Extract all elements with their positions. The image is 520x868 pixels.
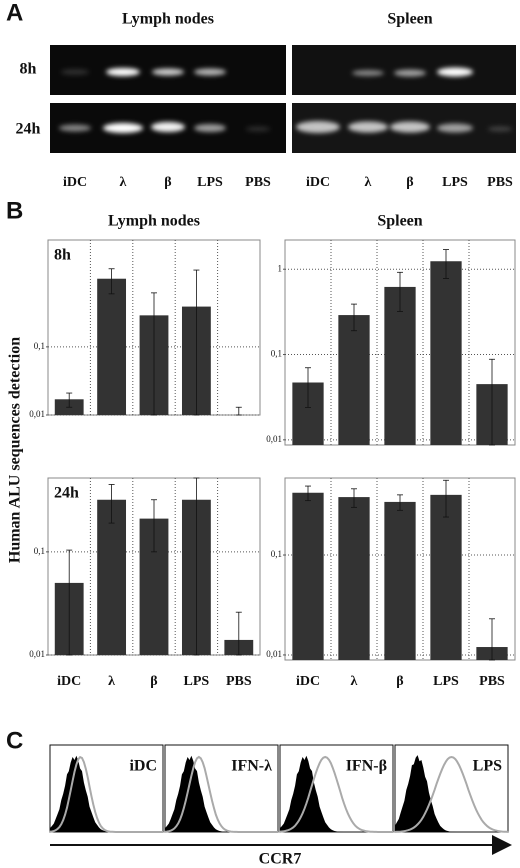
lane-label: β [164, 175, 171, 190]
bar [384, 286, 416, 445]
x-tick-label: iDC [296, 674, 320, 689]
row-label: 8h [20, 61, 37, 78]
histogram-ccr7 [394, 755, 509, 833]
condition-label: IFN-β [346, 758, 387, 775]
x-tick-label: PBS [479, 674, 505, 689]
x-tick-label: β [396, 674, 403, 689]
y-tick-label: 0,1 [34, 546, 45, 556]
histogram-ccr7 [279, 755, 393, 833]
x-tick-label: LPS [184, 674, 210, 689]
histogram-control [280, 755, 393, 832]
bar [430, 494, 462, 660]
lane-labels: iDC λ β LPS PBS iDC λ β LPS PBS [63, 175, 513, 190]
bar [97, 278, 127, 415]
bar [97, 499, 127, 655]
lane-label: iDC [306, 175, 330, 190]
bar [384, 501, 416, 660]
x-tick-label: β [150, 674, 157, 689]
y-tick-label: 0,1 [271, 349, 282, 359]
bar [338, 497, 370, 660]
y-axis-label: Human ALU sequences detection [7, 337, 24, 563]
x-tick-label: λ [108, 674, 115, 689]
histogram-control [165, 755, 278, 832]
column-header: Spleen [387, 11, 432, 28]
bar [430, 261, 462, 445]
y-tick-label: 0,01 [29, 649, 45, 659]
histogram-ccr7 [164, 755, 278, 833]
bar [292, 492, 324, 660]
x-tick-label: LPS [433, 674, 459, 689]
gels [50, 45, 516, 153]
x-axis-label: CCR7 [259, 851, 302, 868]
condition-label: IFN-λ [231, 758, 272, 775]
histogram-ccr7 [49, 755, 163, 833]
y-tick-label: 0,01 [266, 649, 282, 659]
y-tick-label: 1 [278, 263, 283, 273]
condition-label: LPS [473, 758, 502, 775]
chart-annotation: 8h [54, 247, 71, 264]
lane-label: PBS [487, 175, 513, 190]
x-tick-label: λ [351, 674, 358, 689]
lane-label: λ [365, 175, 372, 190]
y-tick-label: 0,1 [34, 341, 45, 351]
chart-annotation: 24h [54, 485, 79, 502]
row-label: 24h [16, 121, 41, 138]
y-tick-label: 0,01 [266, 434, 282, 444]
chart-title: Spleen [377, 213, 422, 230]
panel-label: B [6, 197, 23, 224]
lane-label: PBS [245, 175, 271, 190]
lane-label: LPS [442, 175, 468, 190]
panel-label: A [6, 0, 23, 26]
lane-label: LPS [197, 175, 223, 190]
chart-title: Lymph nodes [108, 213, 200, 230]
panel-label: C [6, 727, 23, 754]
lane-label: β [406, 175, 413, 190]
lane-label: λ [120, 175, 127, 190]
bar [338, 315, 370, 445]
histogram-control [395, 755, 508, 832]
lane-label: iDC [63, 175, 87, 190]
x-tick-label: iDC [57, 674, 81, 689]
histograms: iDC IFN-λ IFN-β LPS [49, 744, 509, 833]
condition-label: iDC [129, 758, 157, 775]
x-tick-label: PBS [226, 674, 252, 689]
y-tick-label: 0,1 [271, 549, 282, 559]
column-header: Lymph nodes [122, 11, 214, 28]
y-tick-label: 0,01 [29, 409, 45, 419]
histogram-control [50, 755, 163, 832]
